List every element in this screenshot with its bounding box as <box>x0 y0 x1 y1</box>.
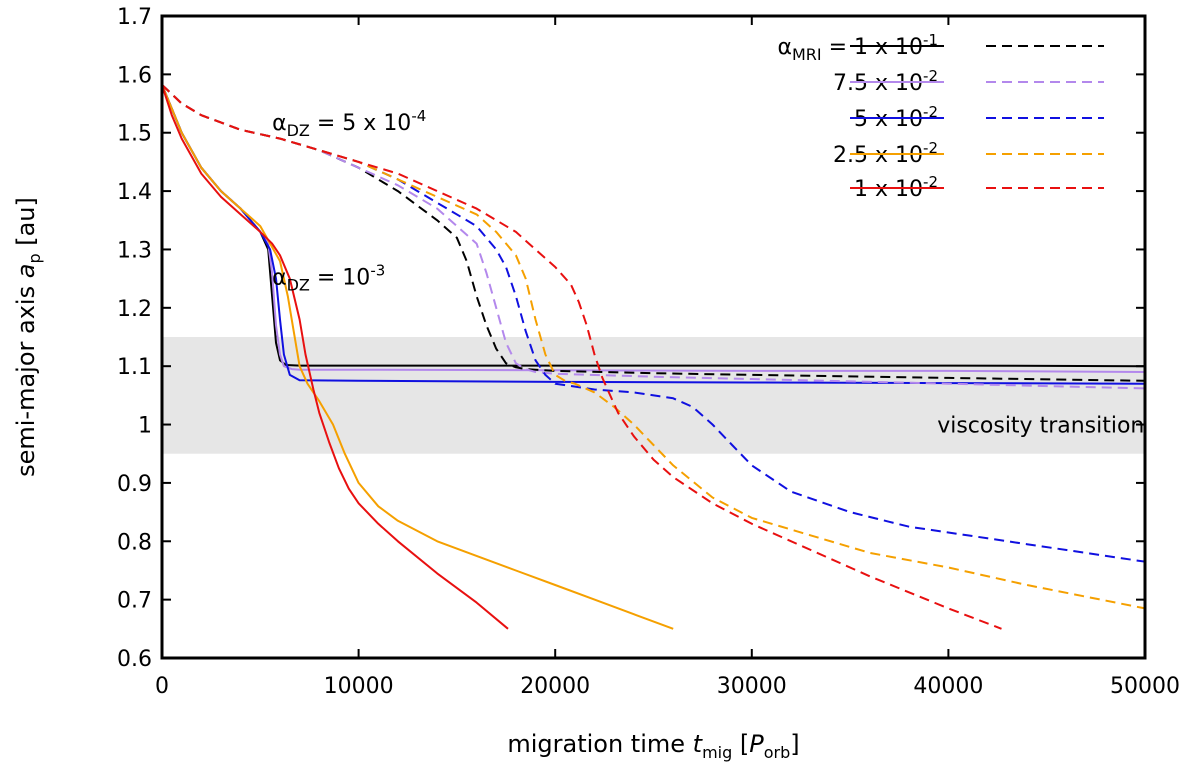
legend-exponent: -2 <box>923 103 938 121</box>
legend-label-3: 2.5 x 10-2 <box>833 139 938 168</box>
x-axis-title: migration time tmig [Porb] <box>507 730 799 762</box>
annotation-value: = 10 <box>310 265 370 290</box>
y-tick-label: 1.4 <box>117 180 152 205</box>
legend-mantissa: 7.5 x 10 <box>833 71 923 96</box>
legend-alpha-sub: MRI <box>792 45 822 64</box>
legend-label-1: 7.5 x 10-2 <box>833 67 938 96</box>
annotation-exp: -3 <box>370 261 385 279</box>
annotation-alpha: α <box>272 265 287 290</box>
legend-mantissa: 2.5 x 10 <box>833 143 923 168</box>
y-tick-label: 1 <box>138 414 152 439</box>
y-axis-title-sub: p <box>25 253 44 263</box>
annotation-exp: -4 <box>411 107 426 125</box>
series-layer <box>161 84 1146 630</box>
annotation-value: = 5 x 10 <box>310 111 411 136</box>
axis-layer: 0 10000 20000 30000 40000 50000 0.6 0.7 0.8 0.9 1 1… <box>12 5 1180 762</box>
x-tick-label: 10000 <box>324 674 394 699</box>
band-label: viscosity transition <box>937 414 1144 439</box>
x-axis-title-bracket-close: ] <box>790 730 799 758</box>
x-axis-title-unit-sub: orb <box>764 743 791 762</box>
legend-label-4: 1 x 10-2 <box>854 173 938 202</box>
y-tick-label: 1.5 <box>117 122 152 147</box>
annotation-alpha-dz-0: αDZ = 5 x 10-4 <box>272 107 426 140</box>
x-axis-title-unit: P <box>749 730 764 758</box>
annotation-alpha: α <box>272 111 287 136</box>
y-tick-label: 1.7 <box>117 5 152 30</box>
x-tick-label: 0 <box>155 674 169 699</box>
legend-layer: αMRI = 1 x 10-17.5 x 10-25 x 10-22.5 x 1… <box>777 31 1104 202</box>
legend-label-0: αMRI = 1 x 10-1 <box>777 31 938 64</box>
y-tick-label: 1.2 <box>117 297 152 322</box>
y-axis-title-unit: [au] <box>12 197 40 253</box>
legend-mantissa: 1 x 10 <box>854 177 923 202</box>
series-line-dashed-8 <box>161 84 1146 610</box>
x-tick-label: 20000 <box>520 674 590 699</box>
legend-mantissa: 1 x 10 <box>854 35 923 60</box>
x-tick-label: 50000 <box>1110 674 1180 699</box>
series-line-solid-4 <box>161 84 509 630</box>
x-axis-title-text: migration time <box>507 730 692 758</box>
legend-mantissa: 5 x 10 <box>854 107 923 132</box>
y-tick-label: 0.8 <box>117 530 152 555</box>
y-tick-label: 1.6 <box>117 63 152 88</box>
legend-exponent: -2 <box>923 139 938 157</box>
legend-exponent: -2 <box>923 173 938 191</box>
y-axis-title-text: semi-major axis <box>12 278 40 477</box>
x-axis-title-symbol: t <box>693 730 704 758</box>
y-tick-label: 0.9 <box>117 472 152 497</box>
legend-exponent: -2 <box>923 67 938 85</box>
x-tick-label: 40000 <box>913 674 983 699</box>
series-line-solid-3 <box>161 84 674 630</box>
annotation-sub: DZ <box>287 275 310 294</box>
series-line-dashed-7 <box>161 84 1146 563</box>
y-tick-label: 0.6 <box>117 647 152 672</box>
annotation-sub: DZ <box>287 121 310 140</box>
series-line-dashed-9 <box>161 84 1002 630</box>
legend-label-2: 5 x 10-2 <box>854 103 938 132</box>
y-axis-title: semi-major axis ap [au] <box>12 197 44 477</box>
legend-exponent: -1 <box>923 31 938 49</box>
legend-alpha: α <box>777 35 792 60</box>
x-axis-title-sub: mig <box>702 743 732 762</box>
legend-equals: = <box>822 35 854 60</box>
y-axis-title-symbol: a <box>12 264 40 279</box>
annotation-alpha-dz-1: αDZ = 10-3 <box>272 261 385 294</box>
x-axis-title-bracket: [ <box>732 730 749 758</box>
y-tick-label: 0.7 <box>117 589 152 614</box>
x-tick-label: 30000 <box>717 674 787 699</box>
plot-frame <box>160 14 1147 660</box>
y-tick-label: 1.1 <box>117 355 152 380</box>
y-tick-label: 1.3 <box>117 238 152 263</box>
